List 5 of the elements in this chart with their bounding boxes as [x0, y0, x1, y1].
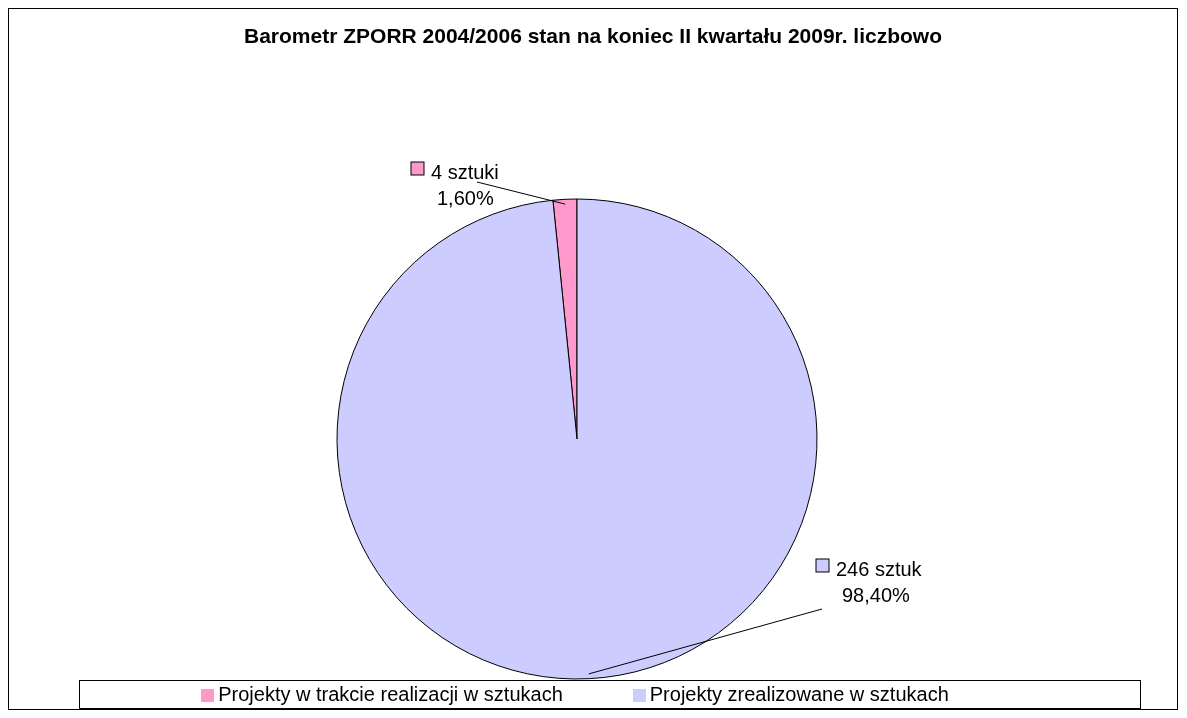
data-label: 4 sztuki 1,60%	[431, 161, 499, 210]
data-label: 246 sztuk 98,40%	[836, 558, 923, 607]
legend-label: Projekty zrealizowane w sztukach	[649, 683, 949, 705]
chart-title: Barometr ZPORR 2004/2006 stan na koniec II kwartału 2009r. liczbowo	[243, 23, 943, 49]
legend-label: Projekty w trakcie realizacji w sztukach	[218, 683, 563, 705]
